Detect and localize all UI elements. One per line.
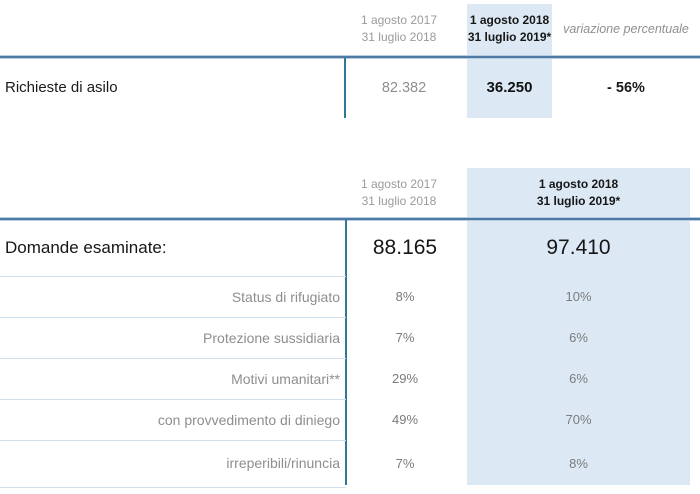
row-label: Protezione sussidiaria	[203, 330, 340, 346]
table2-vertical-rule	[345, 220, 347, 485]
table2-header-current-period: 1 agosto 2018 31 luglio 2019*	[467, 176, 690, 210]
row-label: Status di rifugiato	[231, 289, 340, 305]
table2-bottom-divider	[0, 487, 346, 488]
table2-header-previous-period: 1 agosto 2017 31 luglio 2018	[340, 176, 458, 210]
table2-current-period-highlight	[467, 168, 690, 485]
table2-row-protezione-sussidiaria: Protezione sussidiaria 7% 6%	[0, 318, 700, 358]
table1-header-rule	[0, 56, 700, 58]
row-previous-value: 7%	[395, 456, 415, 471]
table1-header-variation: variazione percentuale	[563, 22, 689, 36]
table1-row-current-value: 36.250	[486, 79, 533, 96]
table1-header-current-line1: 1 agosto 2018	[469, 13, 550, 27]
row-current-value: 8%	[569, 456, 588, 471]
row-current-value: 10%	[565, 289, 592, 304]
table2-row-divider	[0, 440, 346, 441]
row-current-value: 6%	[569, 371, 588, 386]
table2-main-row-label: Domande esaminate:	[5, 238, 167, 257]
table2-header-previous-line2: 31 luglio 2018	[361, 194, 437, 208]
table2-row-divider	[0, 276, 346, 277]
row-previous-value: 29%	[391, 371, 419, 386]
row-current-value: 70%	[565, 412, 592, 427]
table2-row-divider	[0, 399, 346, 400]
table2-row-motivi-umanitari: Motivi umanitari** 29% 6%	[0, 359, 700, 399]
table1-header-previous-period: 1 agosto 2017 31 luglio 2018	[340, 12, 458, 46]
table2-main-row-current-value: 97.410	[546, 236, 611, 259]
table1-header-previous-line1: 1 agosto 2017	[360, 13, 438, 27]
table2-main-row-previous-value: 88.165	[372, 236, 438, 259]
table1-row-variation-value: - 56%	[607, 80, 645, 96]
table1-vertical-rule	[344, 58, 346, 118]
row-current-value: 6%	[569, 330, 588, 345]
table1-header-current-period: 1 agosto 2018 31 luglio 2019*	[467, 12, 552, 46]
table2-row-divider	[0, 358, 346, 359]
table2-header-previous-line1: 1 agosto 2017	[360, 177, 438, 191]
row-previous-value: 49%	[391, 412, 419, 427]
table1-row-label: Richieste di asilo	[5, 79, 118, 96]
row-previous-value: 7%	[395, 330, 415, 345]
row-label: con provvedimento di diniego	[157, 412, 340, 428]
row-previous-value: 8%	[395, 289, 415, 304]
table2-row-divider	[0, 317, 346, 318]
row-label: irreperibili/rinuncia	[226, 455, 340, 471]
table1-row-previous-value: 82.382	[381, 80, 427, 96]
table1-current-period-highlight	[467, 4, 552, 118]
table2-header-current-line1: 1 agosto 2018	[538, 177, 619, 191]
table2-row-status-rifugiato: Status di rifugiato 8% 10%	[0, 277, 700, 317]
table1-header-previous-line2: 31 luglio 2018	[361, 30, 437, 44]
table2-row-irreperibili-rinuncia: irreperibili/rinuncia 7% 8%	[0, 441, 700, 486]
table2-header-current-line2: 31 luglio 2019*	[536, 194, 621, 208]
table1-header-current-line2: 31 luglio 2019*	[467, 30, 552, 44]
table2-row-provvedimento-diniego: con provvedimento di diniego 49% 70%	[0, 400, 700, 440]
table2-header-rule	[0, 218, 700, 220]
row-label: Motivi umanitari**	[231, 371, 340, 387]
